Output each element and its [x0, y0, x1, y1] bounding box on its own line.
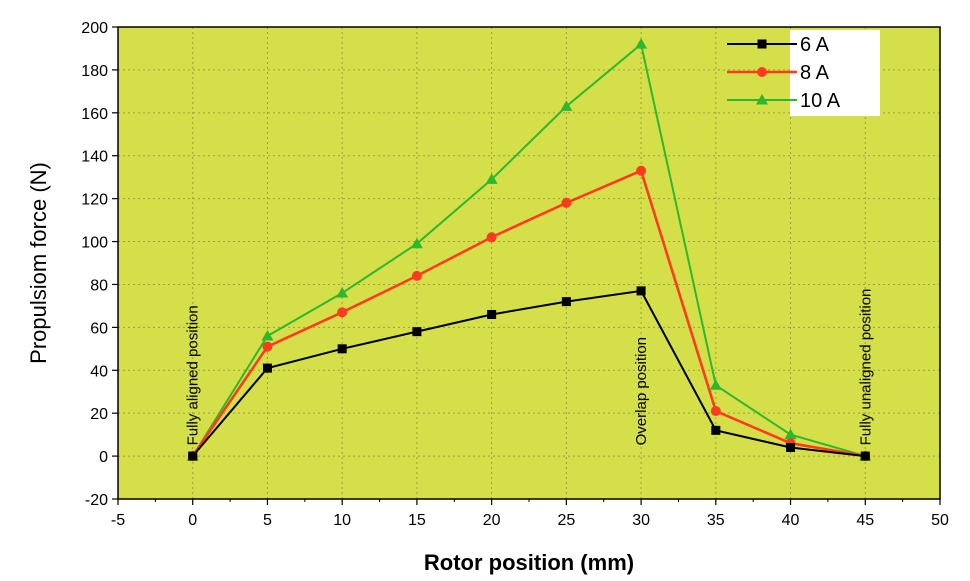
data-point	[262, 363, 272, 373]
series-line	[191, 168, 866, 458]
data-point	[336, 287, 349, 298]
data-point	[784, 428, 797, 440]
y-tick-label: 20	[90, 406, 108, 423]
data-point	[411, 270, 422, 281]
annotation-label: Fully unaligned position	[857, 289, 874, 446]
series-layer	[186, 38, 872, 462]
data-point	[860, 451, 870, 461]
data-point	[709, 379, 722, 390]
y-tick-label: 60	[90, 320, 108, 337]
data-point	[485, 173, 498, 184]
x-tick-label: 30	[632, 512, 650, 529]
y-tick-label: 0	[99, 449, 108, 466]
data-point	[262, 341, 273, 352]
data-point	[188, 451, 198, 461]
y-tick-label: -20	[85, 492, 108, 509]
data-point	[636, 286, 646, 296]
x-tick-label: 0	[188, 512, 197, 529]
data-point	[711, 425, 721, 435]
y-tick-label: 160	[81, 106, 108, 123]
x-axis-title: Rotor position (mm)	[424, 550, 634, 575]
data-point	[786, 443, 796, 453]
data-point	[410, 237, 423, 249]
data-point	[636, 165, 647, 176]
data-point	[412, 327, 422, 337]
legend-item-1: 8 A	[727, 62, 830, 84]
legend: 6 A 8 A 10 A	[727, 30, 880, 116]
ticks: -5 0 5 10 15 20 25 30 35 40 45 50 -20 0 20 40 60 80 100 120…	[81, 20, 949, 529]
legend-marker	[756, 94, 768, 105]
y-tick-label: 120	[81, 192, 108, 209]
legend-label: 6 A	[800, 34, 830, 56]
y-tick-label: 40	[90, 363, 108, 380]
annotations: Fully aligned position Overlap position Fu…	[185, 289, 875, 446]
legend-marker	[757, 39, 767, 49]
legend-item-2: 10 A	[727, 90, 841, 112]
x-tick-label: 5	[263, 512, 272, 529]
annotation-label: Fully aligned position	[185, 305, 202, 445]
x-tick-label: -5	[111, 512, 125, 529]
data-point	[561, 197, 572, 208]
data-point	[635, 38, 648, 49]
series-line	[191, 289, 866, 458]
legend-label: 8 A	[800, 62, 830, 84]
y-tick-label: 200	[81, 20, 108, 37]
data-point	[561, 297, 571, 307]
data-point	[337, 307, 348, 318]
data-point	[486, 232, 497, 243]
legend-item-0: 6 A	[727, 34, 830, 56]
x-tick-label: 45	[856, 512, 874, 529]
legend-box	[790, 30, 880, 116]
x-tick-label: 40	[782, 512, 800, 529]
x-tick-label: 20	[483, 512, 501, 529]
y-tick-label: 80	[90, 277, 108, 294]
x-tick-label: 25	[557, 512, 575, 529]
data-point	[261, 329, 274, 341]
series-0	[188, 286, 870, 461]
data-point	[710, 406, 721, 417]
data-point	[560, 100, 573, 111]
data-point	[487, 309, 497, 319]
legend-label: 10 A	[800, 90, 841, 112]
data-point	[337, 344, 347, 354]
x-tick-label: 15	[408, 512, 426, 529]
y-tick-label: 180	[81, 63, 108, 80]
series-line	[191, 42, 866, 458]
x-tick-label: 35	[707, 512, 725, 529]
grid	[118, 27, 940, 499]
y-axis-title: Propulsiom force (N)	[26, 162, 51, 364]
x-tick-label: 50	[931, 512, 949, 529]
x-tick-label: 10	[333, 512, 351, 529]
annotation-label: Overlap position	[633, 337, 650, 445]
y-tick-label: 100	[81, 235, 108, 252]
legend-marker	[757, 67, 767, 77]
y-tick-label: 140	[81, 149, 108, 166]
